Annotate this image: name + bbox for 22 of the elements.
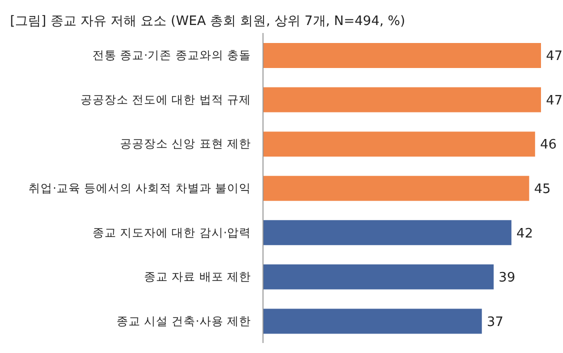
bar: [263, 132, 536, 157]
bar: [263, 43, 541, 68]
y-tick-label: 취업·교육 등에서의 사회적 차별과 불이익: [28, 181, 251, 195]
y-tick-label: 종교 자료 배포 제한: [144, 270, 251, 284]
data-label: 37: [486, 314, 504, 330]
data-label: 47: [546, 93, 563, 108]
y-tick-label: 공공장소 신앙 표현 제한: [120, 136, 251, 151]
y-tick-label: 전통 종교·기존 종교와의 충돌: [92, 48, 251, 62]
bar: [263, 87, 541, 112]
data-label: 42: [516, 226, 533, 242]
bar: [263, 220, 512, 246]
data-label: 39: [498, 270, 516, 286]
bar: [263, 264, 494, 290]
data-label: 45: [534, 182, 551, 197]
data-label: 47: [546, 49, 563, 64]
bar: [263, 176, 530, 201]
y-tick-label: 종교 지도자에 대한 감시·압력: [92, 225, 251, 240]
bar: [263, 308, 482, 334]
y-tick-label: 종교 시설 건축·사용 제한: [116, 314, 251, 328]
data-label: 46: [540, 138, 557, 153]
y-tick-label: 공공장소 전도에 대한 법적 규제: [80, 92, 251, 106]
chart-title: [그림] 종교 자유 저해 요소 (WEA 총회 회원, 상위 7개, N=494, %): [9, 13, 406, 31]
